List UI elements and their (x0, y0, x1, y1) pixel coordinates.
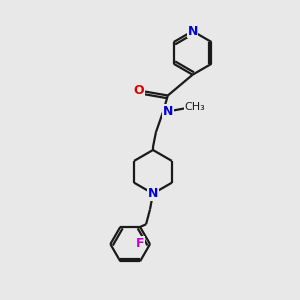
Text: N: N (163, 105, 173, 118)
Text: O: O (134, 84, 144, 97)
Text: F: F (136, 237, 144, 250)
Text: CH₃: CH₃ (184, 102, 205, 112)
Text: N: N (148, 187, 158, 200)
Text: N: N (188, 25, 198, 38)
